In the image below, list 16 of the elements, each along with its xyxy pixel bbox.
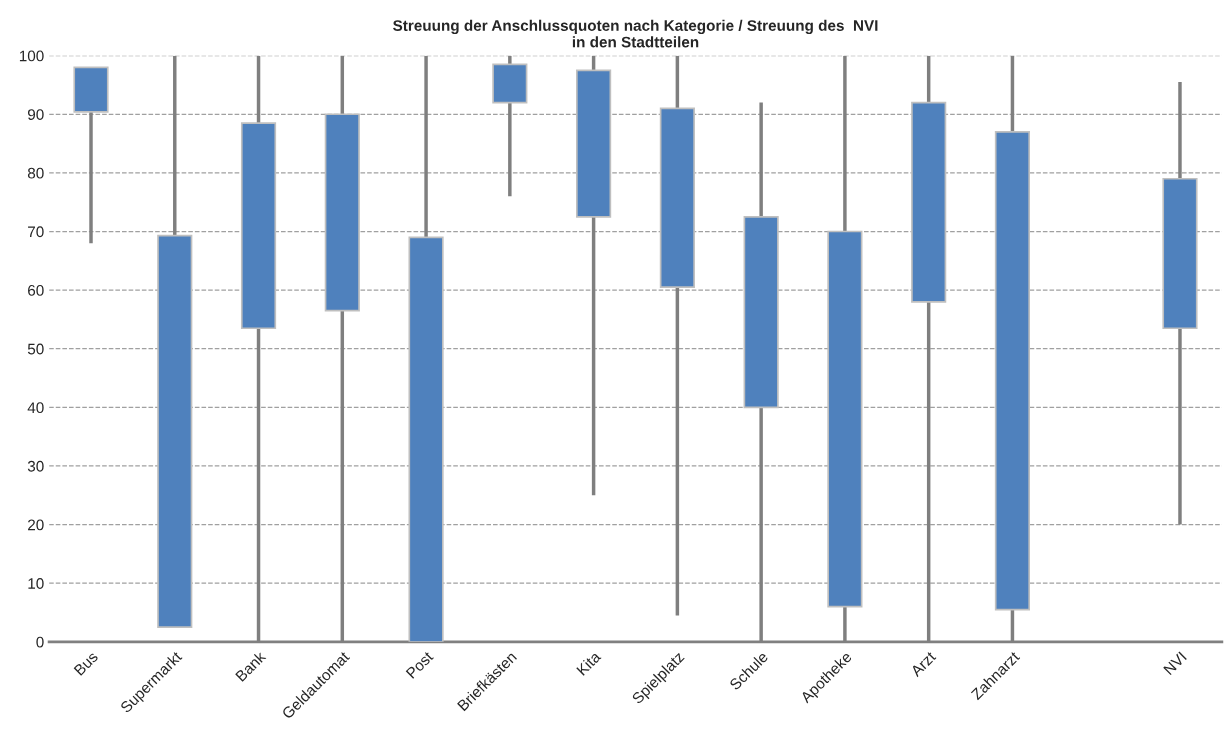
x-tick-label: Arzt: [909, 650, 937, 678]
chart-title: Streuung der Anschlussquoten nach Kategorie / Streuung des NVI in den Stadtteilen: [393, 19, 878, 48]
y-tick-label: 10: [28, 578, 44, 589]
x-tick-label: Kita: [575, 650, 602, 676]
x-tick-label: NVI: [1163, 651, 1187, 676]
y-tick-label: 60: [28, 284, 44, 296]
y-tick-label: 40: [27, 402, 44, 414]
y-tick-label: 100: [19, 50, 44, 62]
y-tick-label: 80: [27, 167, 44, 179]
y-tick-label: 0: [36, 636, 44, 648]
y-tick-label: 50: [27, 343, 44, 355]
y-tick-label: 90: [27, 109, 44, 120]
y-tick-label: 70: [28, 226, 44, 238]
y-tick-label: 20: [28, 519, 44, 531]
x-tick-label: Bus: [73, 650, 99, 676]
y-tick-label: 30: [27, 460, 44, 472]
